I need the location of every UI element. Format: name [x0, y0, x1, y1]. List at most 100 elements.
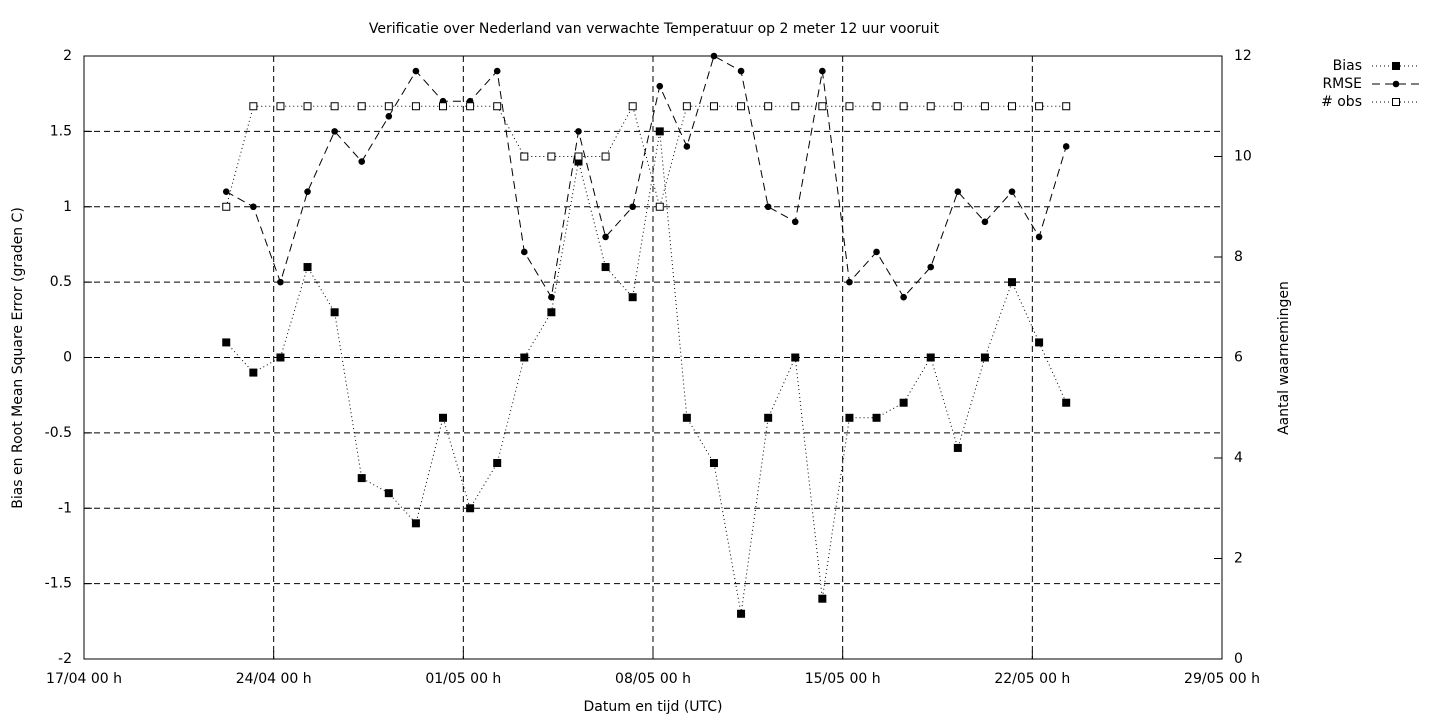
point [575, 128, 582, 135]
x-tick-label: 29/05 00 h [1184, 671, 1260, 687]
point [303, 102, 312, 111]
point [493, 67, 501, 75]
y-tick-label: 1.5 [50, 123, 72, 139]
point [872, 413, 881, 422]
point [682, 413, 691, 422]
point [303, 263, 312, 272]
point [628, 293, 637, 302]
point [899, 398, 908, 407]
point [628, 102, 637, 111]
point [818, 102, 827, 111]
point [764, 203, 772, 211]
point [384, 102, 393, 111]
point [357, 102, 366, 111]
y-tick-label: -1 [58, 500, 72, 516]
point [439, 102, 448, 111]
y2-tick-label: 8 [1234, 249, 1243, 265]
legend-marker [1392, 62, 1400, 70]
point [276, 102, 285, 111]
point [1008, 278, 1017, 287]
y-tick-label: 1 [63, 199, 72, 215]
point [411, 102, 420, 111]
point [791, 218, 799, 226]
point [737, 609, 746, 618]
point [601, 152, 610, 161]
point [358, 158, 366, 165]
point [249, 102, 258, 111]
legend-label: Bias [1333, 58, 1362, 74]
point [791, 102, 800, 111]
point [655, 202, 664, 211]
y-axis-label: Bias en Root Mean Square Error (graden C… [10, 207, 26, 509]
point [926, 353, 935, 362]
point [548, 293, 555, 301]
point [900, 293, 907, 301]
point [899, 102, 908, 111]
point [656, 82, 664, 90]
point [846, 278, 853, 286]
y2-tick-label: 10 [1234, 149, 1252, 165]
y2-tick-label: 2 [1234, 551, 1243, 567]
point [1008, 188, 1016, 195]
point [466, 102, 475, 111]
point [980, 353, 989, 362]
point [981, 218, 989, 226]
point [222, 188, 230, 195]
x-tick-label: 01/05 00 h [425, 671, 501, 687]
point [1008, 102, 1017, 111]
point [953, 443, 962, 452]
y2-tick-label: 6 [1234, 350, 1243, 366]
point [683, 143, 691, 150]
y-tick-label: -1.5 [45, 576, 72, 592]
point [520, 353, 529, 362]
point [493, 102, 502, 111]
x-tick-label: 15/05 00 h [805, 671, 881, 687]
point [547, 308, 556, 317]
series-line [225, 104, 1067, 209]
point [737, 102, 746, 111]
x-tick-label: 22/05 00 h [994, 671, 1070, 687]
point [439, 413, 448, 422]
point [764, 413, 773, 422]
y-tick-label: -0.5 [45, 425, 72, 441]
point [331, 128, 338, 135]
point [629, 203, 636, 211]
point [222, 202, 231, 211]
point [1062, 143, 1070, 150]
point [818, 594, 827, 603]
y2-tick-label: 0 [1234, 651, 1243, 667]
point [1062, 102, 1071, 111]
point [277, 278, 284, 286]
point [357, 474, 366, 483]
point [250, 203, 257, 211]
plot-frame [83, 55, 1223, 660]
point [710, 52, 718, 60]
legend-label: # obs [1321, 94, 1362, 110]
point [954, 188, 962, 195]
point [655, 127, 664, 136]
point [980, 102, 989, 111]
y2-tick-label: 12 [1234, 48, 1252, 64]
x-tick-label: 08/05 00 h [615, 671, 691, 687]
point [1035, 102, 1044, 111]
point [249, 368, 258, 377]
legend-marker [1392, 80, 1400, 88]
point [819, 67, 826, 75]
point [764, 102, 773, 111]
point [547, 152, 556, 161]
point [601, 263, 610, 272]
x-axis-label: Datum en tijd (UTC) [583, 699, 722, 715]
point [709, 459, 718, 468]
point [1062, 398, 1071, 407]
y-tick-label: 0.5 [50, 274, 72, 290]
chart-title: Verificatie over Nederland van verwachte… [369, 21, 940, 37]
legend-marker [1392, 98, 1400, 106]
x-tick-label: 17/04 00 h [46, 671, 122, 687]
point [873, 248, 880, 256]
y-tick-label: 2 [63, 48, 72, 64]
point [845, 413, 854, 422]
legend-label: RMSE [1322, 76, 1362, 92]
point [466, 504, 475, 513]
point [574, 152, 583, 161]
